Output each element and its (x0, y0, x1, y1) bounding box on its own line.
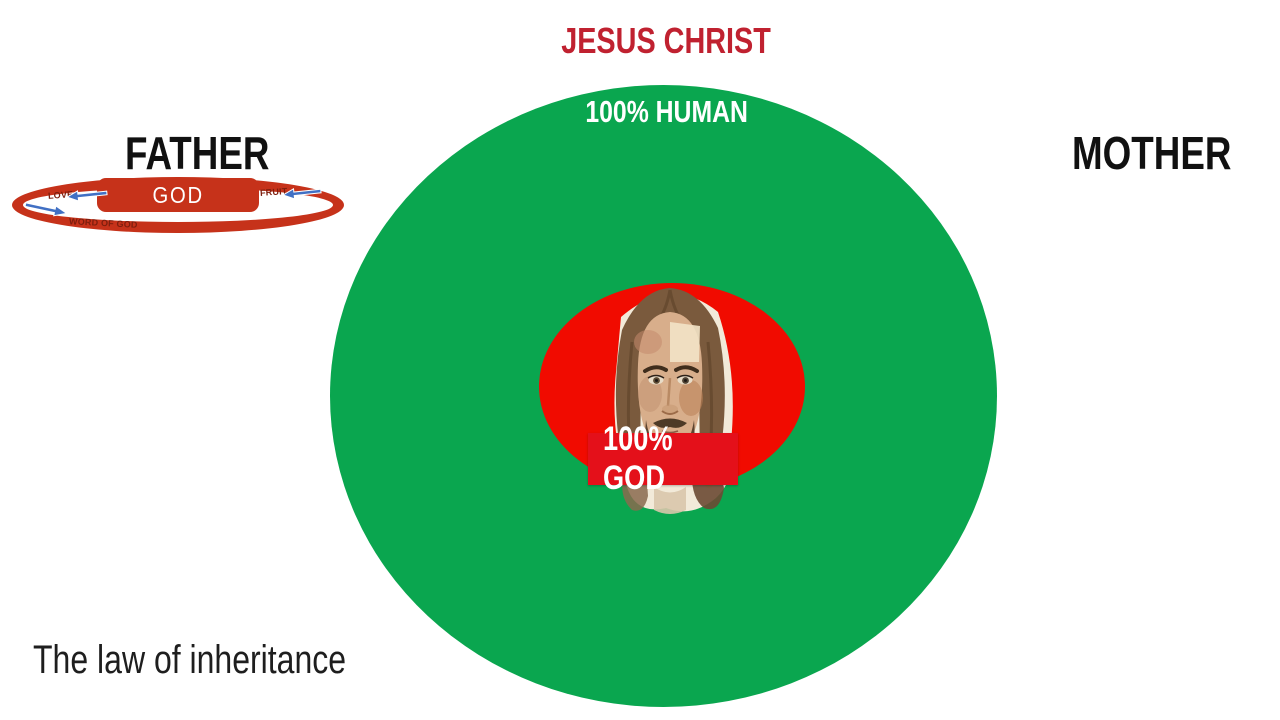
arrow-left-icon (281, 188, 322, 200)
page-title-text: JESUS CHRIST (561, 20, 772, 61)
arrow-right-icon (24, 202, 68, 217)
god-label-box: 100% GOD (588, 420, 738, 497)
father-label: FATHER (125, 127, 270, 179)
mother-label: MOTHER (1072, 127, 1232, 179)
arrow-left-icon (65, 190, 108, 202)
caption: The law of inheritance (33, 638, 347, 682)
jesus-portrait-image (614, 288, 733, 514)
father-god-box: GOD (97, 178, 259, 212)
father-god-label: GOD (152, 181, 204, 208)
page-title: JESUS CHRIST (333, 20, 1000, 62)
human-label: 100% HUMAN (585, 94, 748, 129)
god-label: 100% GOD (603, 420, 673, 497)
